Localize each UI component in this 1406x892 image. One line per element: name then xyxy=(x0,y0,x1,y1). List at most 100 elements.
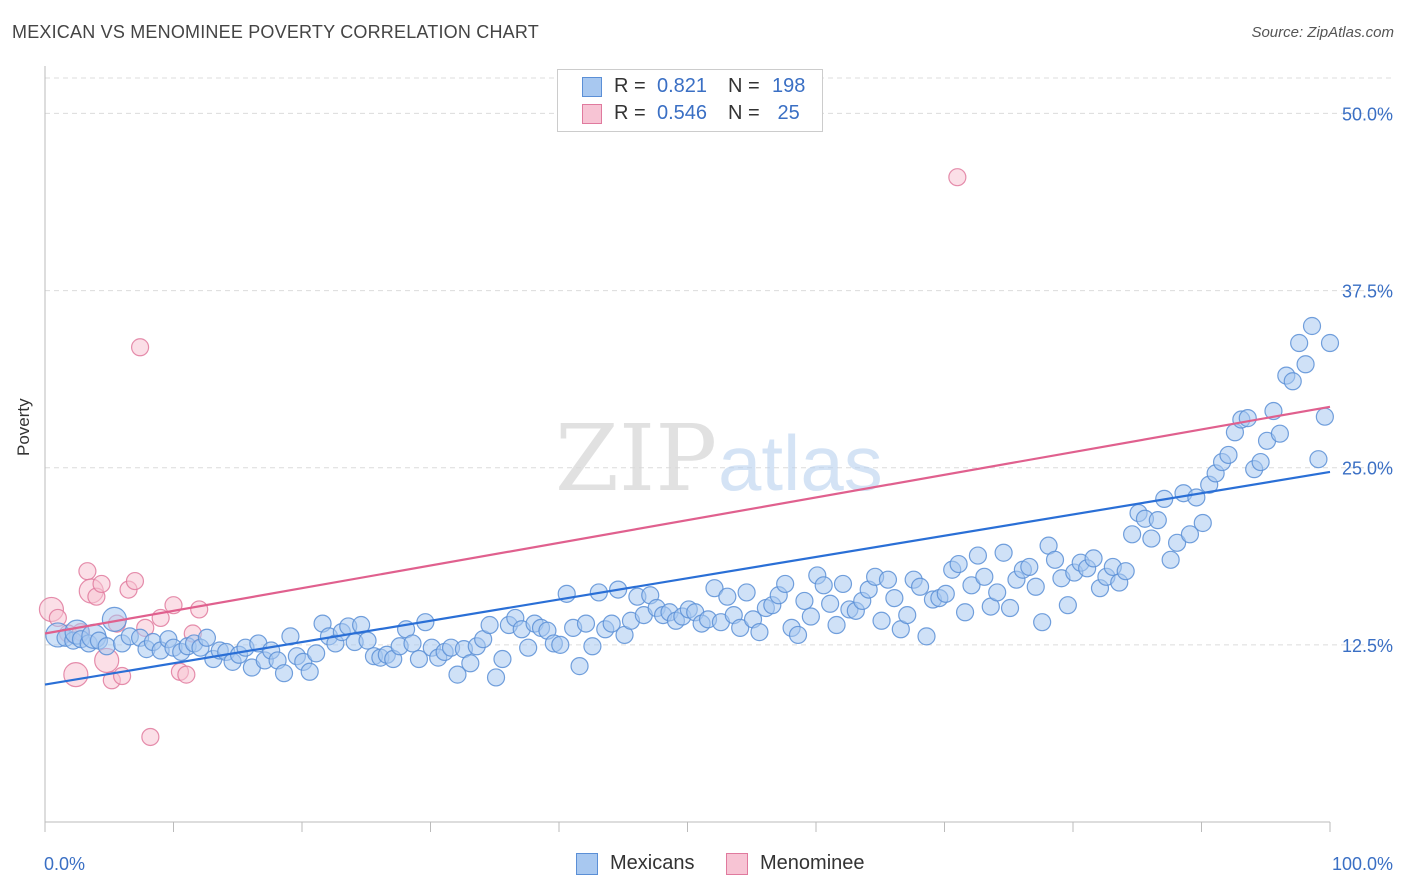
mexicans-point xyxy=(936,584,955,603)
menominee-point xyxy=(92,574,111,594)
menominee-point xyxy=(125,571,145,591)
mexicans-point xyxy=(197,628,217,647)
mexicans-point xyxy=(1290,333,1309,353)
menominee-points xyxy=(38,168,967,747)
mexicans-point xyxy=(1026,577,1045,596)
mexicans-point xyxy=(814,576,833,595)
mexicans-point xyxy=(493,649,512,669)
axes xyxy=(44,66,1331,832)
legend-n-label: N = xyxy=(728,75,760,97)
mexicans-point xyxy=(1315,407,1334,426)
mexicans-point xyxy=(1142,529,1161,548)
mexicans-point xyxy=(1180,525,1200,544)
mexicans-point xyxy=(1161,550,1180,569)
mexicans-point xyxy=(878,570,898,589)
mexicans-point xyxy=(962,576,981,595)
bottom-legend-label: Mexicans xyxy=(610,852,695,874)
mexicans-point xyxy=(917,627,936,646)
mexicans-point xyxy=(1283,372,1302,391)
mexicans-point xyxy=(949,554,968,574)
bottom-legend-label: Menominee xyxy=(760,852,865,874)
mexicans-point xyxy=(750,623,769,642)
mexicans-point xyxy=(872,611,891,630)
mexicans-point xyxy=(519,638,538,657)
mexicans-point xyxy=(1270,424,1289,443)
menominee-point xyxy=(177,665,196,684)
mexicans-point xyxy=(461,654,480,673)
mexicans-point xyxy=(358,631,377,650)
mexicans-point xyxy=(1000,598,1020,618)
mexicans-point xyxy=(705,579,724,598)
menominee-point xyxy=(190,600,209,619)
mexicans-point xyxy=(801,607,820,626)
mexicans-point xyxy=(1238,409,1257,428)
mexicans-point xyxy=(307,644,326,663)
mexicans-point xyxy=(403,634,422,653)
grid-lines xyxy=(45,77,1395,646)
y-tick-label: 50.0% xyxy=(1342,104,1393,124)
mexicans-point xyxy=(1302,316,1322,336)
mexicans-point xyxy=(827,615,846,635)
mexicans-point xyxy=(737,583,756,602)
mexicans-point xyxy=(821,594,840,613)
mexicans-point xyxy=(788,625,808,645)
mexicans-point xyxy=(1296,355,1315,374)
mexicans-point xyxy=(583,637,602,656)
mexicans-point xyxy=(885,588,904,608)
mexicans-point xyxy=(1084,549,1103,568)
mexicans-point xyxy=(795,591,814,611)
menominee-point xyxy=(130,338,150,357)
mexicans-point xyxy=(1116,562,1135,581)
mexicans-point xyxy=(1219,445,1238,465)
watermark: ZIP atlas xyxy=(555,405,883,512)
mexicans-point xyxy=(994,543,1013,562)
mexicans-point xyxy=(910,577,930,596)
watermark-zip: ZIP xyxy=(555,405,717,512)
mexicans-point xyxy=(1033,613,1052,632)
mexicans-point xyxy=(776,574,795,594)
stats-legend: R = 0.821 N = 198 R = 0.546 N = 25 xyxy=(557,69,823,132)
legend-n-label: N = xyxy=(728,102,760,124)
mexicans-point xyxy=(975,567,994,586)
menominee-point xyxy=(63,662,89,688)
mexicans-point xyxy=(718,587,737,606)
legend-r-value: 0.546 xyxy=(657,102,708,124)
menominee-point xyxy=(948,168,967,187)
legend-r-value: 0.821 xyxy=(657,75,708,97)
mexicans-point xyxy=(988,583,1007,602)
mexicans-point xyxy=(300,662,319,681)
mexicans-point xyxy=(576,614,596,633)
legend-swatch-menominee xyxy=(582,104,602,124)
trend-lines xyxy=(44,405,1331,686)
mexicans-point xyxy=(1309,450,1328,469)
x-tick-label: 100.0% xyxy=(1332,854,1393,874)
x-tick-label: 0.0% xyxy=(44,854,85,874)
menominee-point xyxy=(78,562,97,581)
mexicans-point xyxy=(448,665,467,684)
mexicans-point xyxy=(551,635,570,654)
mexicans-point xyxy=(352,615,371,635)
y-tick-label: 25.0% xyxy=(1342,459,1393,479)
y-tick-label: 12.5% xyxy=(1342,636,1393,656)
bottom-legend-swatch-menominee xyxy=(726,853,748,875)
mexicans-point xyxy=(570,657,589,676)
mexicans-point xyxy=(731,618,750,637)
mexicans-point xyxy=(1167,533,1187,552)
legend-n-value: 198 xyxy=(772,75,806,97)
legend-swatch-mexicans xyxy=(582,77,602,97)
mexicans-point xyxy=(602,614,621,633)
mexicans-point xyxy=(274,664,294,683)
mexicans-point xyxy=(968,546,988,565)
mexicans-point xyxy=(409,649,429,669)
mexicans-points xyxy=(45,316,1340,687)
menominee-trend-line xyxy=(44,405,1331,635)
mexicans-point xyxy=(1251,452,1270,472)
mexicans-point xyxy=(1187,488,1206,507)
legend-r-label: R = xyxy=(614,102,646,124)
y-tick-label: 37.5% xyxy=(1342,282,1393,302)
mexicans-trend-line xyxy=(44,470,1331,686)
mexicans-point xyxy=(1148,511,1167,530)
mexicans-point xyxy=(1320,333,1340,353)
mexicans-point xyxy=(1058,596,1077,615)
